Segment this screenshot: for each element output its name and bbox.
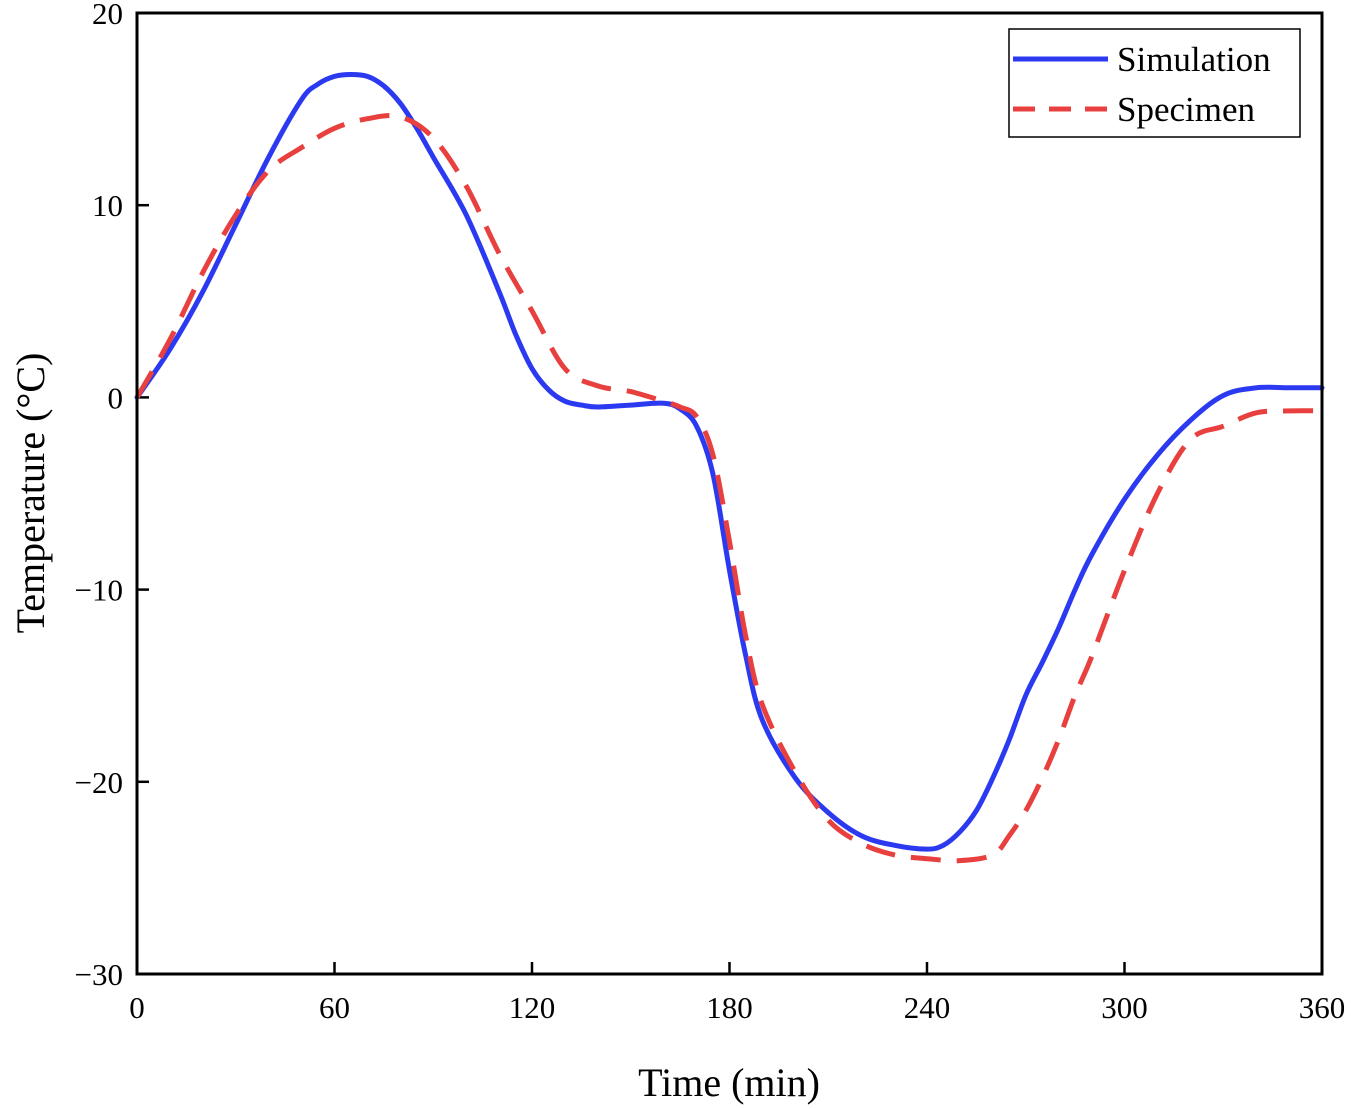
y-tick-label: −30: [75, 957, 123, 992]
series-layer: [134, 72, 1325, 864]
x-tick-label: 180: [706, 990, 753, 1025]
x-tick-label: 0: [129, 990, 145, 1025]
x-tick-label: 240: [904, 990, 951, 1025]
x-tick-label: 360: [1299, 990, 1346, 1025]
legend: Simulation Specimen: [1008, 28, 1301, 138]
legend-box: [1008, 28, 1301, 138]
ticks-layer: 0 60 120 180 240 300 360 −30 −20 −10 0 10 20: [75, 0, 1346, 1025]
y-tick-label: 0: [108, 380, 124, 415]
x-tick-label: 60: [319, 990, 350, 1025]
y-axis-label: Temperature (°C): [8, 353, 53, 634]
x-tick-label: 120: [509, 990, 556, 1025]
series-line-simulation: [134, 72, 1325, 852]
plot-frame: [135, 11, 1324, 976]
y-tick-label: 20: [92, 0, 123, 31]
y-tick-label: −10: [75, 573, 123, 608]
series-line-specimen: [134, 112, 1323, 864]
y-tick-label: −20: [75, 765, 123, 800]
y-tick-label: 10: [92, 188, 123, 223]
legend-label-simulation: Simulation: [1117, 40, 1271, 79]
legend-label-specimen: Specimen: [1117, 90, 1255, 129]
x-axis-label: Time (min): [638, 1060, 820, 1105]
x-tick-label: 300: [1101, 990, 1148, 1025]
